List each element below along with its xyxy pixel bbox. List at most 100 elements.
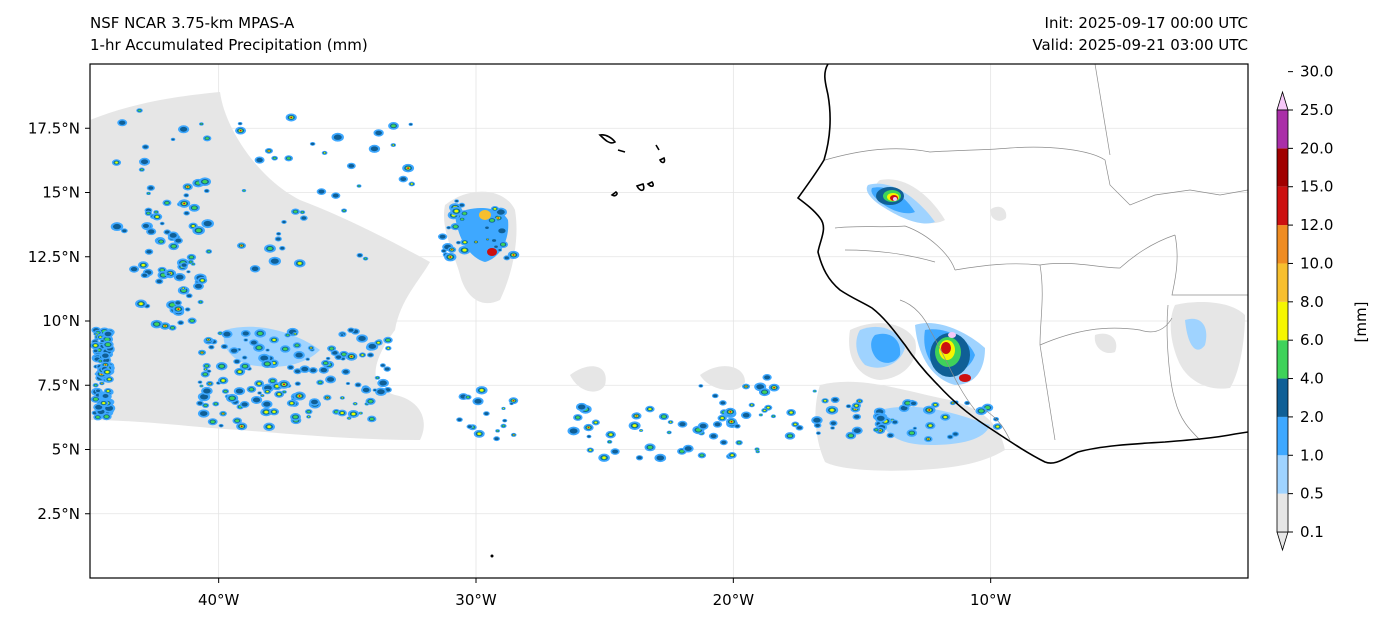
precip-cell <box>147 192 150 195</box>
precip-cell <box>186 186 189 188</box>
precip-cell <box>410 183 413 185</box>
precip-cell <box>892 420 898 424</box>
precip-cell <box>221 379 225 382</box>
valid-time: Valid: 2025-09-21 03:00 UTC <box>1032 36 1248 54</box>
precip-cell <box>813 390 816 392</box>
precip-cell <box>484 412 489 416</box>
precip-cell <box>496 430 499 432</box>
model-title: NSF NCAR 3.75-km MPAS-A <box>90 14 295 32</box>
precip-cell <box>710 434 717 439</box>
precip-cell <box>494 245 498 248</box>
precip-cell <box>175 274 184 280</box>
precip-cell <box>323 361 328 365</box>
precip-cell <box>355 383 361 387</box>
precip-cell <box>453 225 458 229</box>
precip-cell <box>104 364 107 366</box>
precip-cell <box>187 294 192 298</box>
precip-cell <box>155 215 159 218</box>
precip-cell <box>268 150 270 152</box>
lat-tick-label: 7.5°N <box>37 376 80 394</box>
precip-cell <box>669 421 672 423</box>
precip-cell <box>257 382 261 385</box>
precip-cell <box>160 268 165 272</box>
precip-cell <box>207 370 211 373</box>
precip-cell <box>830 421 837 425</box>
country-borders <box>824 64 1248 441</box>
precip-cell <box>832 397 839 402</box>
precip-cell <box>195 228 202 233</box>
precip-cell <box>154 211 158 213</box>
precip-cell <box>219 424 223 427</box>
precip-cell <box>497 217 500 219</box>
precip-cell <box>455 200 459 203</box>
colorbar-tick-label: 15.0 <box>1300 178 1333 196</box>
precip-cell <box>342 209 346 212</box>
lon-tick-label: 40°W <box>198 591 240 609</box>
precip-cell <box>459 203 464 207</box>
init-time: Init: 2025-09-17 00:00 UTC <box>1044 14 1248 32</box>
precip-cell <box>199 411 208 417</box>
precip-cell <box>177 308 180 310</box>
precip-cell <box>267 246 273 251</box>
precip-cell <box>267 425 271 429</box>
precip-cell <box>112 223 121 230</box>
precip-cell <box>318 381 322 384</box>
precip-cell <box>223 390 228 393</box>
precip-cell <box>99 336 102 338</box>
precip-cell <box>340 334 344 337</box>
colorbar-segment <box>1277 263 1288 302</box>
precip-cell <box>185 308 190 311</box>
precip-cell <box>773 386 776 389</box>
precip-cell <box>350 355 353 358</box>
precip-cell <box>272 338 276 341</box>
precip-cell <box>258 392 262 394</box>
precip-cell <box>700 454 704 457</box>
precip-cell <box>348 163 355 168</box>
precip-cell <box>578 404 586 410</box>
precip-cell <box>200 279 204 282</box>
precip-cell <box>164 325 167 327</box>
precip-cell <box>180 126 188 132</box>
precip-cell <box>272 410 276 413</box>
precip-cell <box>318 189 325 194</box>
precip-cell <box>294 369 301 374</box>
precip-cell <box>266 390 269 393</box>
precip-cell <box>199 301 202 303</box>
precip-cell <box>146 249 152 254</box>
precip-cell <box>240 425 243 428</box>
precip-cell <box>286 334 290 337</box>
precip-cell <box>853 428 861 433</box>
precip-cell <box>730 454 734 457</box>
precip-cell <box>219 332 222 335</box>
colorbar-tick-label: 8.0 <box>1300 293 1324 311</box>
precip-cell <box>166 273 170 276</box>
precip-cell <box>105 370 109 374</box>
precip-cell <box>953 432 958 436</box>
precip-cell <box>831 426 835 429</box>
precip-cell <box>512 399 515 402</box>
precip-cell <box>379 380 387 386</box>
precip-cell <box>282 383 286 386</box>
precip-cell <box>94 384 97 387</box>
precip-cell <box>360 412 362 414</box>
precip-cell <box>243 189 245 192</box>
precip-cell <box>608 441 611 443</box>
precip-cell <box>609 433 613 436</box>
colorbar-tick-label: 0.5 <box>1300 485 1324 503</box>
colorbar-tick-label: 1.0 <box>1300 446 1324 464</box>
precip-cell <box>340 411 344 415</box>
precip-cell <box>277 393 281 396</box>
precip-cell <box>310 142 315 146</box>
precip-cell <box>307 416 310 418</box>
precip-cell <box>797 426 803 430</box>
precip-cell <box>358 335 366 342</box>
precip-cell <box>335 355 342 359</box>
colorbar-tick-label: 25.0 <box>1300 101 1333 119</box>
precip-cell <box>900 405 908 411</box>
precip-cell <box>171 244 176 248</box>
precip-cell <box>301 211 304 213</box>
precip-cell <box>244 339 248 341</box>
precip-cell <box>569 428 578 434</box>
coastlines <box>598 64 1248 464</box>
precip-cell <box>498 228 506 234</box>
